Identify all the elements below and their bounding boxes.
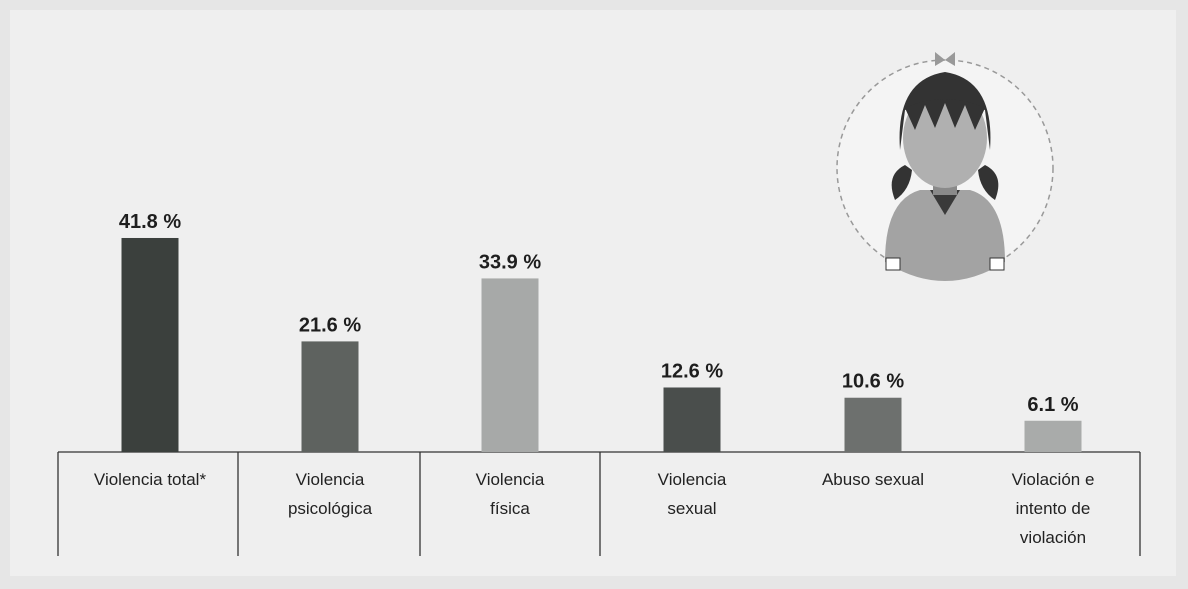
value-label: 6.1 %	[1027, 394, 1078, 416]
value-label: 10.6 %	[842, 371, 904, 393]
axis-frame	[57, 451, 1141, 556]
value-label: 41.8 %	[119, 211, 181, 233]
bar	[121, 237, 179, 452]
value-label: 33.9 %	[479, 251, 541, 273]
bar	[844, 397, 902, 452]
illustration	[836, 52, 1054, 281]
category-label: Violencia física	[475, 470, 545, 518]
category-label: Violencia total*	[93, 470, 207, 489]
value-label: 21.6 %	[299, 314, 361, 336]
category-label: Violencia sexual	[657, 470, 727, 518]
bar	[1024, 420, 1082, 452]
category-label: Violencia psicológica	[287, 470, 373, 518]
bar	[663, 387, 721, 452]
category-label: Violación e intento de violación	[1011, 470, 1095, 547]
category-label: Abuso sexual	[821, 470, 925, 489]
value-label: 12.6 %	[661, 360, 723, 382]
bar	[301, 341, 359, 452]
bar	[481, 278, 539, 452]
